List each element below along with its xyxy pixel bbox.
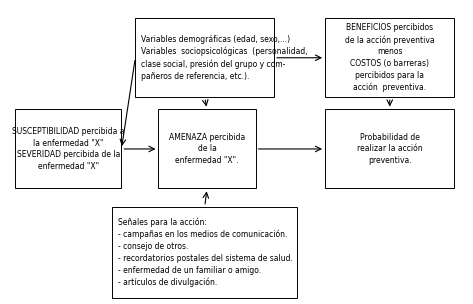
Text: SUSCEPTIBILIDAD percibida a
la enfermedad "X"
SEVERIDAD percibida de la
enfermed: SUSCEPTIBILIDAD percibida a la enfermeda… [12,127,124,171]
FancyBboxPatch shape [325,109,455,188]
FancyBboxPatch shape [112,207,297,298]
Text: Probabilidad de
realizar la acción
preventiva.: Probabilidad de realizar la acción preve… [357,133,422,165]
Text: Señales para la acción:
- campañas en los medios de comunicación.
- consejo de o: Señales para la acción: - campañas en lo… [118,217,293,287]
FancyBboxPatch shape [135,18,274,97]
FancyBboxPatch shape [15,109,122,188]
Text: Variables demográficas (edad, sexo,...)
Variables  sociopsicológicas  (personali: Variables demográficas (edad, sexo,...) … [141,35,307,81]
Text: AMENAZA percibida
de la
enfermedad "X".: AMENAZA percibida de la enfermedad "X". [169,133,245,165]
FancyBboxPatch shape [325,18,455,97]
Text: BENEFICIOS percibidos
de la acción preventiva
menos
COSTOS (o barreras)
percibid: BENEFICIOS percibidos de la acción preve… [345,23,435,92]
FancyBboxPatch shape [158,109,255,188]
